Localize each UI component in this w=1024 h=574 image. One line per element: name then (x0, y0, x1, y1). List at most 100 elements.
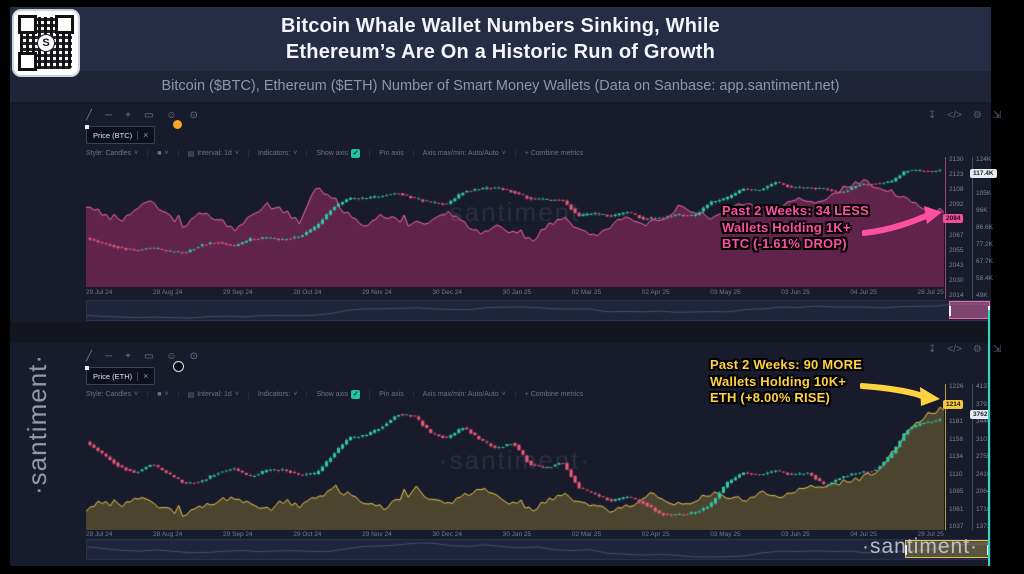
page-title-line1: Bitcoin Whale Wallet Numbers Sinking, Wh… (280, 15, 720, 37)
btc-wallet-axis-ticks: 2130212321082092207920672055204320302014 (949, 156, 971, 299)
emoji-tool-icon[interactable]: ☺ (166, 351, 177, 362)
chevron-down-icon: ˅ (134, 391, 139, 398)
tick-label: 30 Dec 24 (432, 289, 462, 296)
tick-label: 03 Jun 25 (781, 289, 810, 296)
style-select[interactable]: Style: Candles ˅ (86, 391, 149, 398)
show-axis-toggle[interactable]: Show axis ✓ (316, 149, 371, 158)
download-icon[interactable]: ↧ (928, 344, 937, 355)
eth-price-axis-line (972, 384, 973, 530)
indicators-select[interactable]: Indicators: ˅ (258, 391, 308, 398)
btc-draw-toolbar: ╱ ─ + ▭ ☺ ⊙ (86, 110, 198, 121)
checkbox-checked-icon[interactable]: ✓ (351, 149, 361, 158)
show-axis-label: Show axis (316, 391, 349, 398)
style-label: Style: Candles (86, 150, 132, 157)
tick-label: 3791 (976, 400, 991, 408)
code-icon[interactable]: </> (947, 344, 962, 355)
eth-wallet-axis-line (945, 384, 946, 530)
square-icon: ■ (157, 391, 162, 398)
btc-wallet-current-badge: 2084 (943, 214, 964, 223)
btc-navigator[interactable] (86, 300, 990, 321)
tick-label: 67.7K (976, 258, 993, 265)
tick-label: 28 Jul 24 (86, 531, 113, 538)
tick-label: 29 Oct 24 (293, 531, 322, 538)
btc-x-axis-dates: 29 Jul 24 28 Aug 24 29 Sep 24 28 Oct 24 29 N… (86, 289, 944, 296)
btc-range-slider[interactable] (949, 301, 990, 319)
marker-select[interactable]: ■ ˅ (157, 150, 179, 157)
combine-metrics-button[interactable]: + Combine metrics (525, 150, 593, 157)
eth-chart-canvas[interactable] (86, 400, 944, 530)
pin-axis-button[interactable]: Pin axis (379, 391, 414, 398)
chip-drag-handle[interactable] (85, 125, 89, 129)
horizontal-line-tool-icon[interactable]: ─ (105, 351, 113, 362)
chevron-down-icon: ˅ (234, 391, 239, 398)
tick-label: 29 Sep 24 (222, 289, 253, 296)
tick-label: 1061 (949, 505, 964, 513)
tick-label: 03 Jun 25 (781, 531, 810, 538)
interval-select[interactable]: ▤ Interval: 1d ˅ (188, 149, 249, 158)
pin-axis-button[interactable]: Pin axis (379, 150, 414, 157)
btc-navigator-sparkline (87, 301, 989, 320)
axis-maxmin-select[interactable]: Axis max/min: Auto/Auto ˅ (423, 150, 516, 157)
panel-divider (10, 322, 991, 343)
eth-annotation-line1: Past 2 Weeks: 90 MORE (710, 357, 863, 372)
download-icon[interactable]: ↧ (928, 110, 937, 121)
note-tool-icon[interactable]: ▭ (143, 110, 154, 121)
cross-tool-icon[interactable]: + (125, 351, 131, 362)
chip-drag-handle[interactable] (85, 366, 89, 370)
tick-label: 1226 (949, 383, 964, 390)
tick-label: 28 Jul 25 (917, 531, 944, 538)
eye-icon[interactable]: ⊙ (189, 110, 199, 121)
tick-label: 2108 (949, 186, 964, 194)
btc-price-current-badge: 117.4K (970, 169, 997, 178)
eye-icon[interactable]: ⊙ (189, 351, 199, 362)
line-tool-icon[interactable]: ╱ (86, 110, 93, 121)
app-frame: Bitcoin Whale Wallet Numbers Sinking, Wh… (10, 7, 1001, 566)
square-icon: ■ (157, 150, 162, 157)
tick-label: 105K (976, 190, 992, 197)
fullscreen-icon[interactable]: ⇲ (992, 110, 1002, 121)
interval-select[interactable]: ▤ Interval: 1d ˅ (188, 390, 249, 399)
emoji-tool-icon[interactable]: ☺ (166, 110, 177, 121)
btc-chart-canvas[interactable] (86, 159, 944, 287)
gear-icon[interactable]: ⚙ (972, 344, 982, 355)
eth-navigator[interactable] (86, 539, 990, 560)
chevron-down-icon: ˅ (164, 391, 169, 398)
metric-chip-price-eth[interactable]: Price (ETH) × (85, 366, 156, 385)
tick-label: 28 Oct 24 (293, 289, 322, 296)
fullscreen-icon[interactable]: ⇲ (992, 344, 1002, 355)
gear-icon[interactable]: ⚙ (972, 110, 982, 121)
btc-annotation-line1: Past 2 Weeks: 34 LESS (722, 203, 870, 218)
tick-label: 49K (976, 292, 988, 299)
code-icon[interactable]: </> (947, 110, 962, 121)
tick-label: 1718 (976, 505, 991, 513)
note-tool-icon[interactable]: ▭ (143, 351, 154, 362)
combine-metrics-button[interactable]: + Combine metrics (525, 391, 593, 398)
horizontal-line-tool-icon[interactable]: ─ (105, 110, 113, 121)
tick-label: 02 Apr 25 (641, 289, 670, 296)
chevron-down-icon: ˅ (293, 150, 298, 157)
tick-label: 29 Nov 24 (362, 289, 392, 296)
chevron-down-icon: ˅ (234, 150, 239, 157)
axis-maxmin-select[interactable]: Axis max/min: Auto/Auto ˅ (423, 391, 516, 398)
tick-label: 3446 (976, 418, 991, 425)
cross-tool-icon[interactable]: + (125, 110, 131, 121)
tick-label: 96K (976, 207, 988, 214)
tick-label: 1158 (949, 435, 963, 443)
tick-label: 04 Jul 25 (850, 531, 877, 538)
line-tool-icon[interactable]: ╱ (86, 351, 93, 362)
header: Bitcoin Whale Wallet Numbers Sinking, Wh… (10, 7, 991, 71)
marker-select[interactable]: ■ ˅ (157, 391, 179, 398)
metric-chip-price-btc[interactable]: Price (BTC) × (85, 125, 156, 144)
tick-label: 29 Sep 24 (222, 531, 253, 538)
tick-label: 2410 (976, 470, 991, 478)
style-label: Style: Candles (86, 391, 132, 398)
axis-maxmin-label: Axis max/min: Auto/Auto (422, 150, 499, 157)
show-axis-toggle[interactable]: Show axis ✓ (316, 390, 371, 399)
btc-chart-settings: Style: Candles ˅ ■ ˅ ▤ Interval: 1d ˅ In… (86, 149, 592, 158)
checkbox-checked-icon[interactable]: ✓ (351, 390, 361, 399)
style-select[interactable]: Style: Candles ˅ (86, 150, 149, 157)
indicators-select[interactable]: Indicators: ˅ (258, 150, 308, 157)
close-icon[interactable]: × (143, 130, 149, 140)
tick-label: 2030 (949, 276, 964, 284)
close-icon[interactable]: × (143, 371, 149, 381)
